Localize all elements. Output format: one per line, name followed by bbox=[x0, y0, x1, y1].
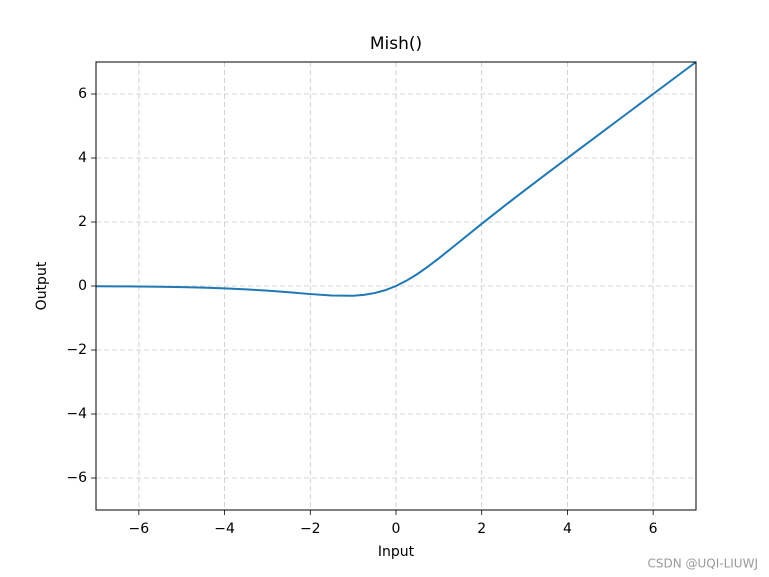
y-tick-label: −2 bbox=[66, 342, 87, 358]
y-tick-label: 4 bbox=[78, 150, 87, 166]
x-tick-label: 6 bbox=[649, 521, 658, 537]
line-series bbox=[95, 61, 697, 297]
x-tick-label: 2 bbox=[477, 521, 486, 537]
y-tick-label: 2 bbox=[78, 214, 87, 230]
x-tick-label: 0 bbox=[392, 521, 401, 537]
x-axis-label: Input bbox=[378, 544, 415, 560]
y-tick-label: −6 bbox=[66, 470, 87, 486]
watermark: CSDN @UQI-LIUWJ bbox=[647, 557, 758, 571]
y-tick-label: 6 bbox=[78, 86, 87, 102]
x-tick-label: 4 bbox=[563, 521, 572, 537]
y-tick-label: −4 bbox=[66, 406, 87, 422]
x-tick-label: −2 bbox=[300, 521, 321, 537]
x-tick-label: −6 bbox=[129, 521, 150, 537]
plot-frame bbox=[95, 61, 697, 511]
chart-title: Mish() bbox=[370, 34, 422, 54]
x-tick-label: −4 bbox=[214, 521, 235, 537]
y-axis-label: Output bbox=[34, 261, 50, 310]
y-tick-label: 0 bbox=[78, 278, 87, 294]
